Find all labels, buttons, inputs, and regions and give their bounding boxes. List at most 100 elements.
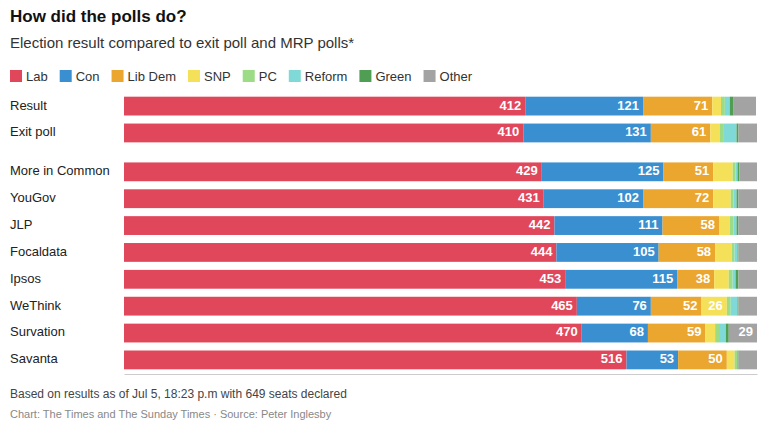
- data-label: 131: [625, 124, 647, 139]
- bar-segment: [705, 324, 715, 343]
- bar-segment: [664, 162, 714, 181]
- bar-segment: [124, 97, 525, 116]
- bar-segment: [719, 216, 730, 235]
- bar-segment: [651, 124, 710, 143]
- bar-segment: [724, 124, 737, 143]
- data-label: 105: [633, 244, 655, 259]
- data-label: 61: [692, 124, 706, 139]
- bar-segment: [648, 324, 705, 343]
- data-label: 453: [539, 271, 561, 286]
- category-label: Focaldata: [10, 244, 68, 259]
- bar-segment: [124, 189, 544, 208]
- subtitle: Election result compared to exit poll an…: [10, 34, 354, 51]
- bar-segment: [715, 324, 719, 343]
- data-label: 26: [708, 298, 722, 313]
- legend-swatch: [289, 70, 301, 82]
- bar-segment: [712, 97, 721, 116]
- legend-label: Green: [375, 69, 411, 84]
- legend: LabConLib DemSNPPCReformGreenOther: [10, 69, 473, 84]
- bar-segment: [730, 97, 734, 116]
- bar-segment: [556, 243, 658, 262]
- bar-segment: [554, 216, 662, 235]
- legend-item: Lab: [10, 69, 48, 84]
- bar-segment: [727, 351, 735, 370]
- x-axis-line: [125, 374, 758, 375]
- legend-swatch: [359, 70, 371, 82]
- data-label: 71: [694, 98, 708, 113]
- data-label: 102: [617, 190, 639, 205]
- bar-segment: [735, 351, 738, 370]
- bar-segment: [737, 216, 739, 235]
- data-label: 516: [601, 351, 623, 366]
- bar-segment: [577, 297, 651, 316]
- category-label: Result: [10, 98, 47, 113]
- data-label: 125: [638, 163, 660, 178]
- category-label: Exit poll: [10, 124, 56, 139]
- bar-segment: [124, 297, 577, 316]
- legend-item: Green: [359, 69, 411, 84]
- bar-segment: [738, 243, 757, 262]
- bar-segment: [737, 351, 738, 370]
- data-label: 68: [629, 324, 643, 339]
- bar-segment: [733, 270, 736, 289]
- legend-item: Other: [424, 69, 473, 84]
- legend-item: Lib Dem: [112, 69, 176, 84]
- data-label: 52: [683, 298, 697, 313]
- legend-label: Lib Dem: [128, 69, 176, 84]
- data-label: 121: [617, 98, 639, 113]
- legend-swatch: [10, 70, 22, 82]
- bar-segment: [582, 324, 648, 343]
- bar-segment: [713, 162, 732, 181]
- bar-segment: [124, 124, 523, 143]
- bar-segment: [732, 243, 735, 262]
- bar-segment: [726, 324, 729, 343]
- data-label: 38: [696, 271, 710, 286]
- bar-segment: [124, 162, 542, 181]
- legend-label: PC: [259, 69, 277, 84]
- category-label: Savanta: [10, 351, 58, 366]
- data-label: 50: [708, 351, 722, 366]
- legend-label: Other: [440, 69, 473, 84]
- chart: How did the polls do?Election result com…: [0, 0, 769, 430]
- bar-segment: [738, 124, 757, 143]
- bar-segment: [730, 216, 734, 235]
- bar-segment: [677, 270, 714, 289]
- bar-segment: [733, 162, 736, 181]
- data-label: 53: [660, 351, 674, 366]
- bar-segment: [663, 216, 719, 235]
- bar-segment: [727, 297, 731, 316]
- bar-segment: [659, 243, 715, 262]
- bar-segment: [710, 124, 720, 143]
- bar-segment: [544, 189, 643, 208]
- data-label: 59: [687, 324, 701, 339]
- bar-segment: [739, 162, 757, 181]
- data-label: 111: [638, 217, 658, 232]
- bar-segment: [729, 324, 757, 343]
- legend-item: Reform: [289, 69, 348, 84]
- legend-swatch: [424, 70, 436, 82]
- bar-segment: [714, 270, 729, 289]
- footnote: Based on results as of Jul 5, 18:23 p.m …: [10, 387, 347, 401]
- bar-segment: [643, 189, 713, 208]
- bar-segment: [729, 270, 733, 289]
- bars: [124, 97, 757, 370]
- data-label: 431: [518, 190, 540, 205]
- data-label: 412: [500, 98, 522, 113]
- bar-segment: [737, 189, 739, 208]
- data-label: 442: [529, 217, 551, 232]
- data-label: 470: [556, 324, 578, 339]
- bar-segment: [738, 297, 757, 316]
- category-label: Survation: [10, 324, 65, 339]
- data-label: 429: [516, 163, 538, 178]
- data-label: 58: [697, 244, 711, 259]
- legend-swatch: [60, 70, 72, 82]
- legend-swatch: [188, 70, 200, 82]
- data-label: 58: [701, 217, 715, 232]
- bar-segment: [627, 351, 679, 370]
- legend-label: Reform: [305, 69, 348, 84]
- credit: Chart: The Times and The Sunday Times · …: [10, 408, 332, 420]
- category-label: JLP: [10, 217, 32, 232]
- bar-segment: [124, 270, 565, 289]
- bar-segment: [731, 189, 734, 208]
- bar-segment: [738, 216, 757, 235]
